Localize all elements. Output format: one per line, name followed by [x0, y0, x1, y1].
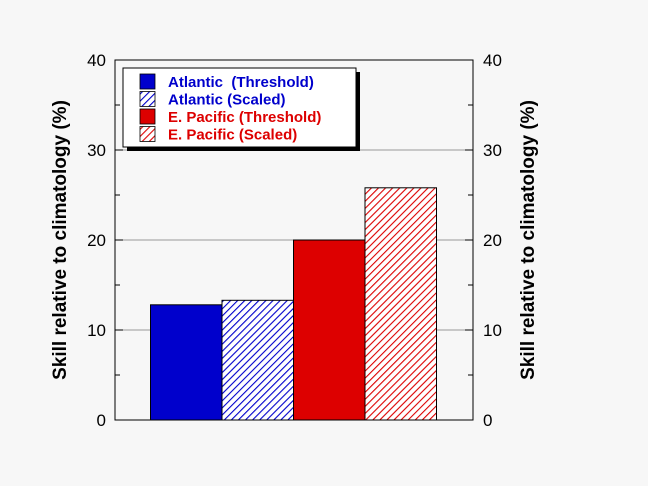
y-tick-label-right: 30 [483, 141, 502, 160]
legend-swatch [139, 73, 156, 90]
y-tick-label-right: 40 [483, 51, 502, 70]
y-tick-label-left: 30 [87, 141, 106, 160]
legend-swatch [139, 108, 156, 125]
legend-label: Atlantic (Scaled) [168, 92, 286, 109]
bars [150, 187, 437, 421]
legend-box [122, 67, 357, 148]
bar [150, 304, 223, 421]
legend-items: Atlantic (Threshold)Atlantic (Scaled)E. … [139, 73, 321, 144]
y-tick-label-right: 20 [483, 231, 502, 250]
legend-swatch [139, 91, 156, 107]
legend-label: E. Pacific (Threshold) [168, 109, 321, 126]
y-tick-label-left: 0 [97, 411, 106, 430]
legend-label: E. Pacific (Scaled) [168, 127, 297, 144]
y-tick-label-left: 20 [87, 231, 106, 250]
y-tick-label-right: 0 [483, 411, 492, 430]
bar [293, 239, 366, 421]
legend: Atlantic (Threshold)Atlantic (Scaled)E. … [122, 67, 360, 151]
y-axis-title-right: Skill relative to climatology (%) [518, 100, 539, 380]
bar [221, 299, 294, 421]
y-tick-label-left: 10 [87, 321, 106, 340]
y-axis-title-left: Skill relative to climatology (%) [50, 100, 71, 380]
legend-label: Atlantic (Threshold) [168, 74, 314, 91]
axis-ticks: 0 0 10 10 20 20 30 30 40 40 [87, 51, 502, 430]
bar [364, 187, 437, 421]
legend-swatch [139, 126, 156, 142]
y-tick-label-left: 40 [87, 51, 106, 70]
y-tick-label-right: 10 [483, 321, 502, 340]
